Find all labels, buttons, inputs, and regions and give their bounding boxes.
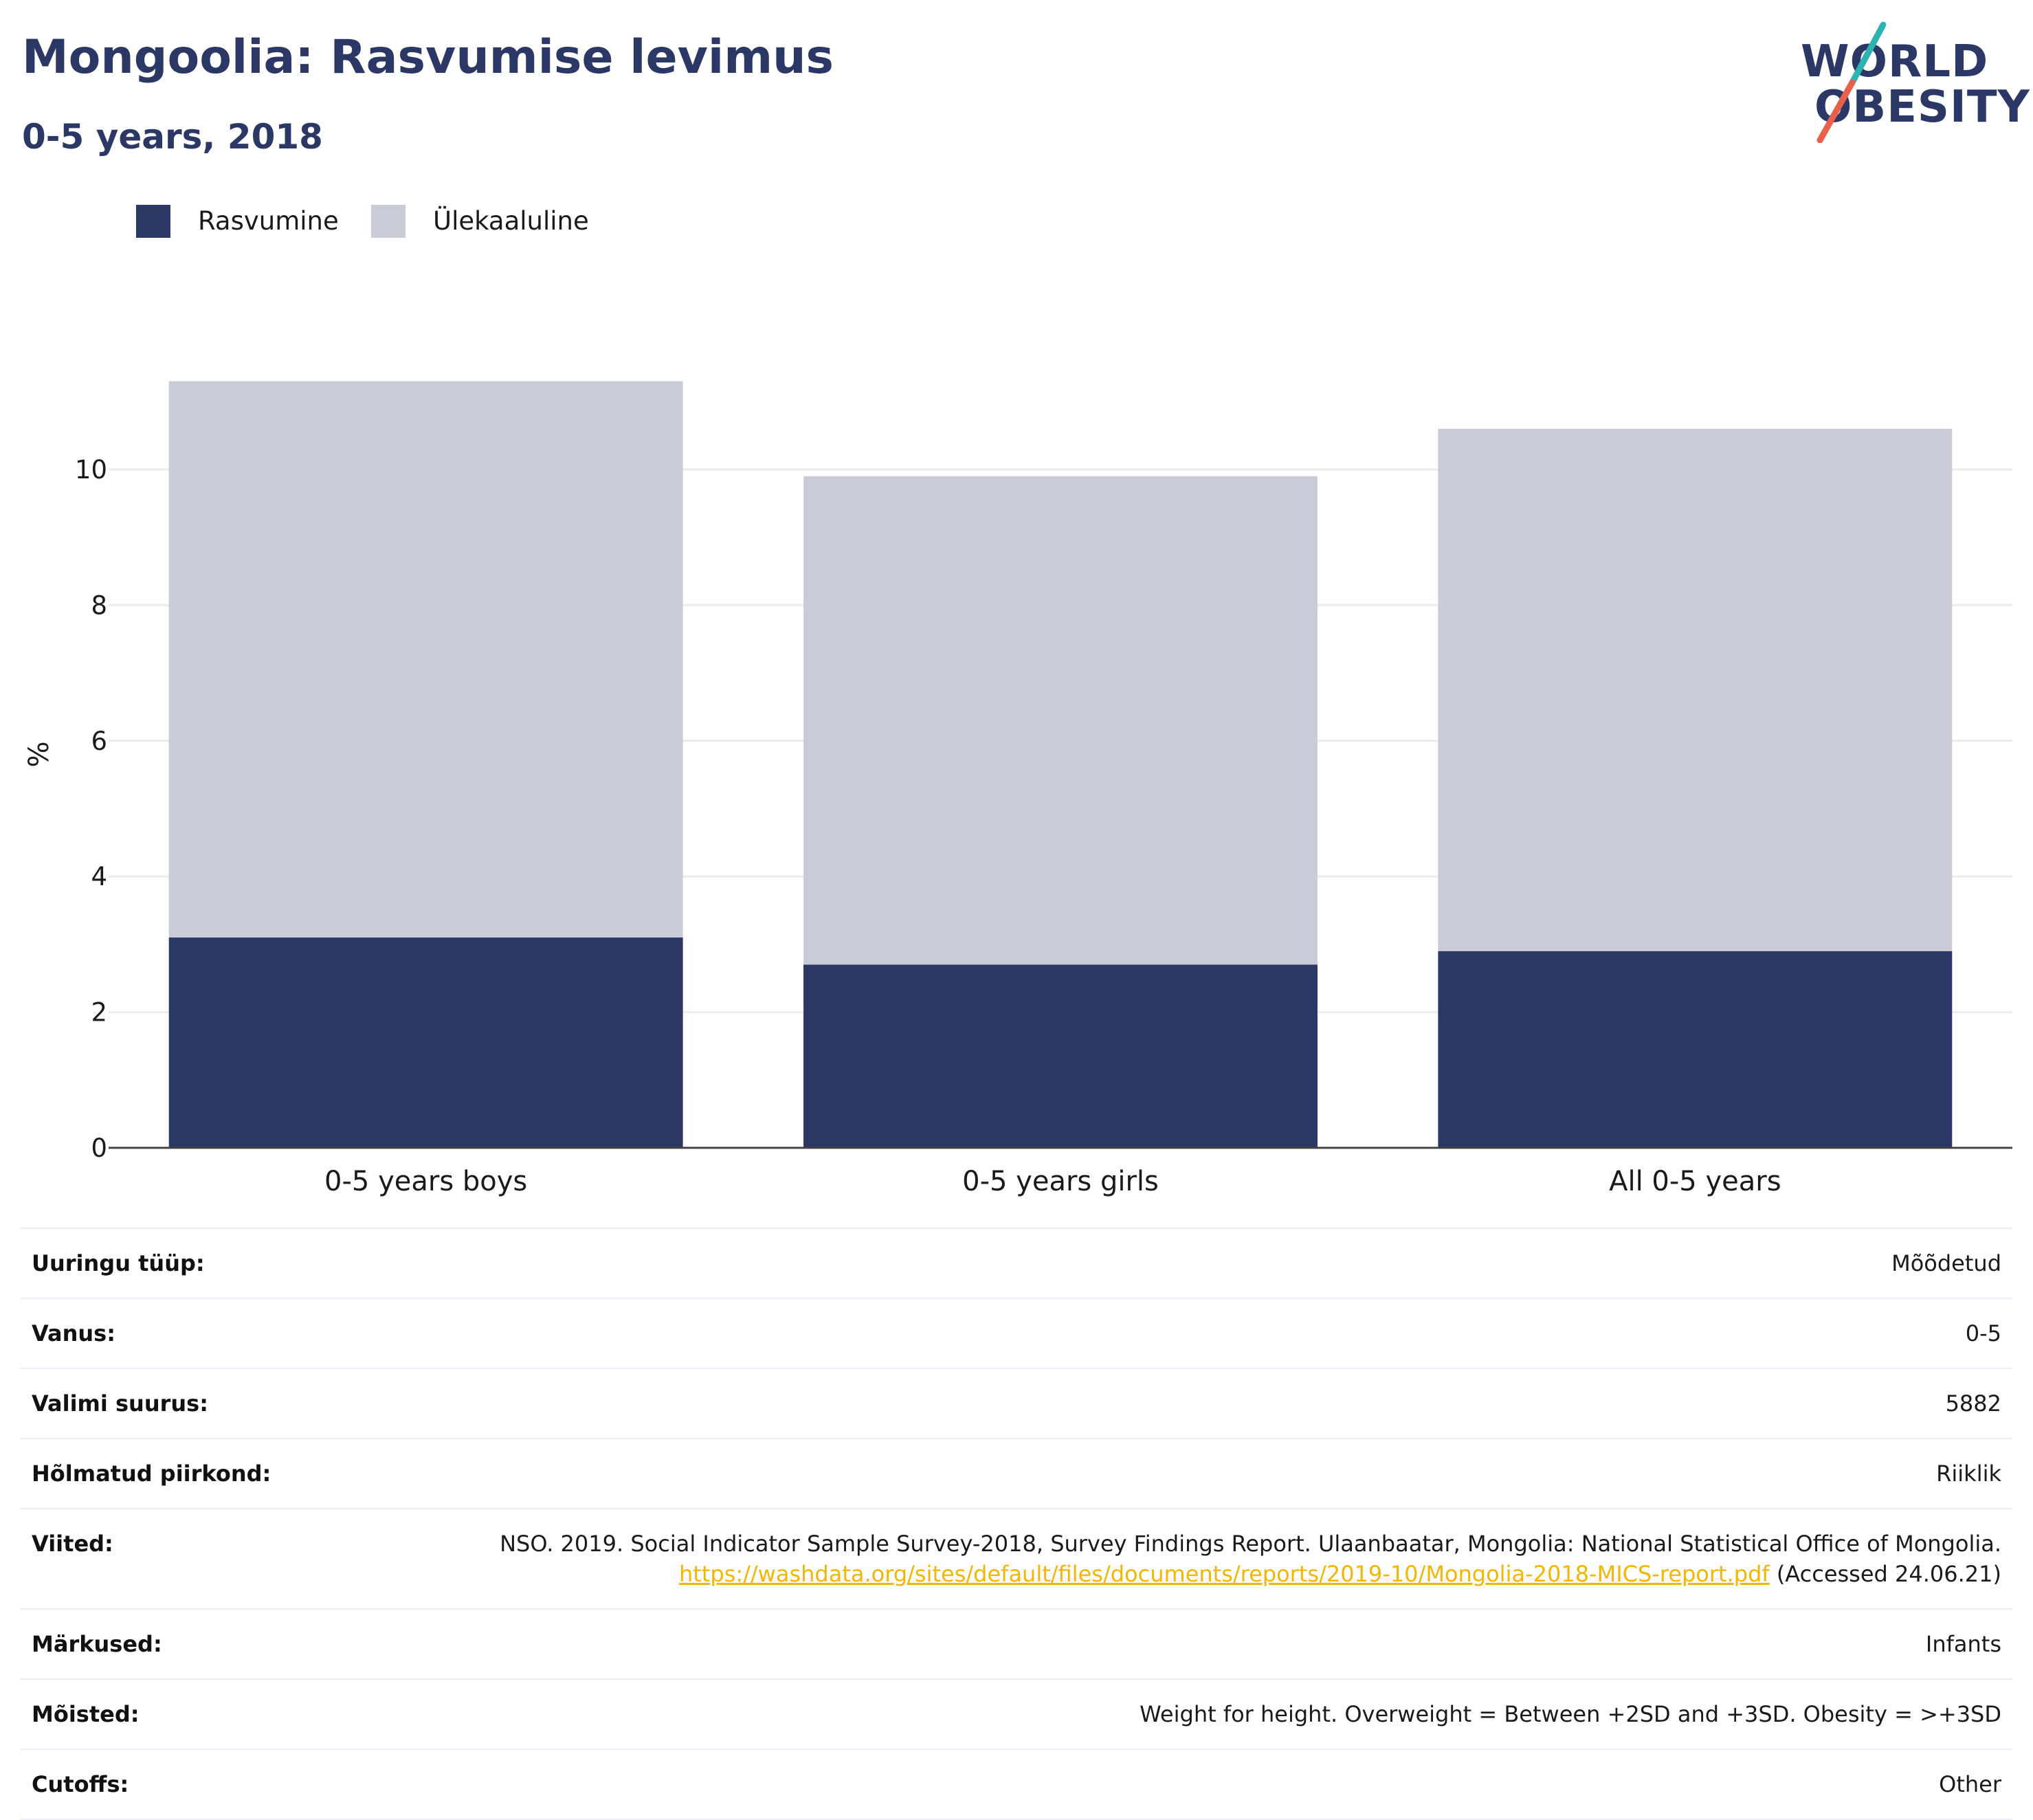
y-tick-label: 4 [91,862,107,891]
detail-row-age: Vanus: 0-5 [21,1299,2012,1369]
detail-value: Weight for height. Overweight = Between … [1140,1701,2001,1727]
detail-label: Valimi suurus: [32,1390,209,1417]
legend-swatch-ulekaaluline [371,205,406,238]
detail-label: Märkused: [32,1631,162,1657]
bar-obesity [803,964,1318,1148]
x-tick-label: All 0-5 years [1609,1166,1781,1197]
detail-label: Cutoffs: [32,1771,129,1797]
detail-row-survey-type: Uuringu tüüp: Mõõdetud [21,1229,2012,1299]
detail-value: Infants [1925,1631,2001,1657]
bar-obesity [168,937,683,1148]
detail-row-references: Viited: NSO. 2019. Social Indicator Samp… [21,1509,2012,1610]
detail-row-cutoffs: Cutoffs: Other [21,1750,2012,1820]
detail-value: Mõõdetud [1891,1250,2001,1276]
detail-row-notes: Märkused: Infants [21,1610,2012,1680]
y-axis-label: % [23,742,55,768]
logo-slash-icon [1817,21,1887,143]
reference-accessed: (Accessed 24.06.21) [1769,1561,2001,1587]
bar-overweight [1438,428,1953,951]
detail-label: Hõlmatud piirkond: [32,1461,271,1487]
detail-row-area-covered: Hõlmatud piirkond: Riiklik [21,1439,2012,1509]
y-tick-label: 6 [91,726,107,756]
legend-label-ulekaaluline: Ülekaaluline [433,206,589,236]
detail-value: NSO. 2019. Social Indicator Sample Surve… [293,1529,2001,1589]
bar-overweight [803,476,1318,965]
world-obesity-logo: WORLD OBESITY [1787,19,2030,143]
detail-label: Mõisted: [32,1701,140,1727]
bar-obesity [1438,951,1953,1148]
detail-label: Uuringu tüüp: [32,1250,205,1276]
detail-label: Vanus: [32,1320,116,1346]
detail-label: Viited: [32,1531,113,1557]
logo-text-line-1: WORLD [1801,36,1989,87]
survey-details-table: Uuringu tüüp: Mõõdetud Vanus: 0-5 Valimi… [21,1228,2012,1820]
legend-swatch-rasvumine [136,205,170,238]
detail-row-sample-size: Valimi suurus: 5882 [21,1369,2012,1439]
x-tick-label: 0-5 years girls [962,1166,1159,1197]
reference-link[interactable]: https://washdata.org/sites/default/files… [678,1561,1770,1587]
detail-row-definitions: Mõisted: Weight for height. Overweight =… [21,1680,2012,1750]
chart-subtitle: 0-5 years, 2018 [22,117,323,157]
detail-value: Riiklik [1936,1461,2001,1487]
detail-value: Other [1939,1771,2001,1797]
reference-text: NSO. 2019. Social Indicator Sample Surve… [500,1531,2001,1557]
chart-title: Mongoolia: Rasvumise levimus [22,30,834,85]
y-tick-label: 10 [75,455,107,485]
bar-overweight [168,381,683,938]
bar-chart: 0 2 4 6 8 10% 0-5 years boys 0-5 years girls All… [23,381,2012,1197]
detail-value: 5882 [1945,1390,2001,1417]
logo-text-line-2: OBESITY [1814,82,2030,133]
y-tick-label: 2 [91,998,107,1028]
y-tick-label: 8 [91,590,107,620]
detail-value: 0-5 [1965,1320,2001,1346]
legend-label-rasvumine: Rasvumine [198,206,339,236]
x-tick-label: 0-5 years boys [324,1166,527,1197]
y-tick-label: 0 [91,1133,107,1163]
